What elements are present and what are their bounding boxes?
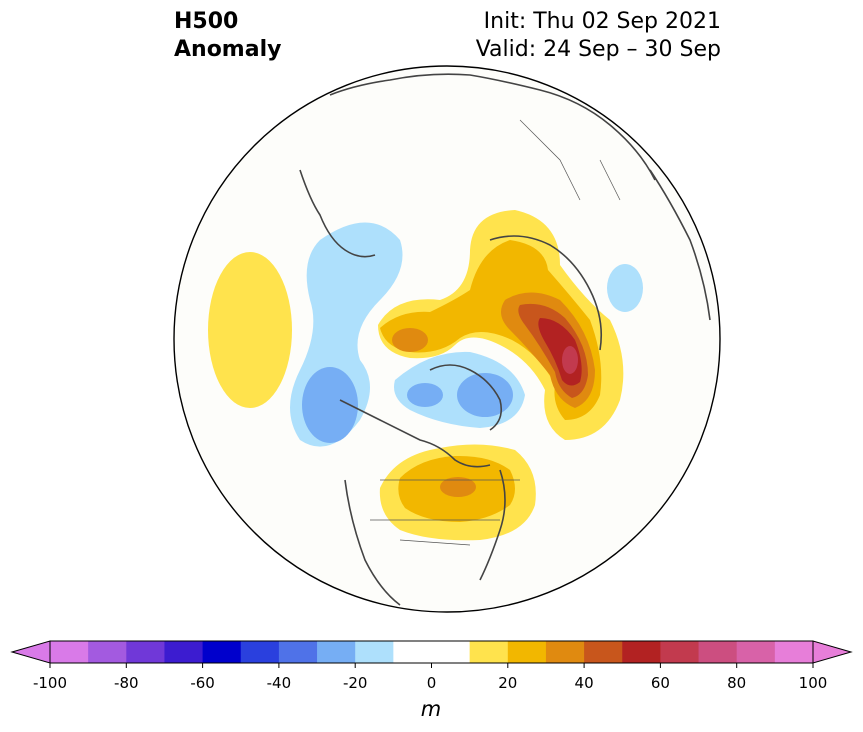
colorbar-tick-label: -20 (343, 674, 368, 692)
colorbar-tick-label: 20 (498, 674, 517, 692)
anomaly-fills (208, 73, 711, 606)
coastline-siberia (299, 169, 376, 258)
colorbar-cell (622, 641, 661, 663)
colorbar-tick-label: -40 (267, 674, 292, 692)
colorbar-cell (355, 641, 394, 663)
colorbar-cell (698, 641, 738, 663)
asia-borders (519, 119, 621, 201)
map-title-left: H500 Anomaly (174, 8, 281, 64)
colorbar-extend-min (10, 640, 51, 664)
map-title-right: Init: Thu 02 Sep 2021 Valid: 24 Sep – 30… (476, 8, 721, 64)
coastline-alaska (339, 399, 491, 468)
colorbar-cell (240, 641, 280, 663)
anomaly-negative-arctic-core-west (407, 383, 443, 407)
colorbar-cell (736, 641, 776, 663)
colorbar-extend-max (812, 640, 853, 664)
title-variable: H500 (174, 9, 239, 34)
colorbar-cell (393, 641, 432, 663)
country-borders (370, 119, 621, 546)
init-date: Init: Thu 02 Sep 2021 (483, 9, 721, 34)
anomaly-negative-arctic-core (457, 373, 513, 417)
coastline-east-america (479, 469, 506, 581)
colorbar: -100 -80 -60 -40 -20 0 20 40 60 80 100 m (10, 640, 853, 721)
colorbar-cell (774, 641, 814, 663)
colorbar-cell (584, 641, 623, 663)
colorbar-tick-label: -100 (33, 674, 67, 692)
anomaly-positive-europe-60 (562, 346, 578, 374)
coastline-greenland (429, 364, 503, 431)
anomaly-positive-eurasia-20 (380, 240, 602, 420)
colorbar-tick-label: 40 (575, 674, 594, 692)
coastline-europe-east (649, 169, 711, 321)
colorbar-tick-label: -80 (114, 674, 139, 692)
colorbar-unit-label: m (421, 697, 441, 721)
colorbar-cell (469, 641, 509, 663)
globe-outline (173, 65, 721, 613)
colorbar-cell (164, 641, 204, 663)
coastline-asia (329, 73, 656, 181)
coastline-scandinavia (489, 235, 603, 351)
colorbar-cell (545, 641, 585, 663)
anomaly-positive-north-pacific (208, 252, 292, 408)
colorbar-ticks: -100 -80 -60 -40 -20 0 20 40 60 80 100 (33, 663, 827, 692)
colorbar-cell (317, 641, 356, 663)
anomaly-negative-alaska-core (302, 367, 358, 443)
colorbar-tick-label: 80 (727, 674, 746, 692)
colorbar-tick-label: 0 (427, 674, 437, 692)
colorbar-tick-label: 60 (651, 674, 670, 692)
colorbar-cells (50, 641, 814, 663)
colorbar-cell (660, 641, 700, 663)
colorbar-tick-label: -60 (190, 674, 215, 692)
colorbar-cell (507, 641, 547, 663)
polar-map (173, 65, 721, 613)
coastlines (299, 73, 711, 606)
colorbar-cell (278, 641, 318, 663)
valid-range: Valid: 24 Sep – 30 Sep (475, 37, 721, 62)
coastline-west-america (344, 479, 401, 606)
anomaly-positive-north-america-core (440, 477, 476, 497)
title-type: Anomaly (174, 37, 282, 62)
anomaly-positive-arctic-core (392, 328, 428, 352)
colorbar-cell (202, 641, 242, 663)
colorbar-tick-label: 100 (799, 674, 828, 692)
colorbar-cell (431, 641, 471, 663)
state-borders (370, 519, 500, 546)
colorbar-cell (88, 641, 127, 663)
anomaly-negative-east (607, 264, 643, 312)
colorbar-cell (126, 641, 165, 663)
colorbar-cell (50, 641, 89, 663)
